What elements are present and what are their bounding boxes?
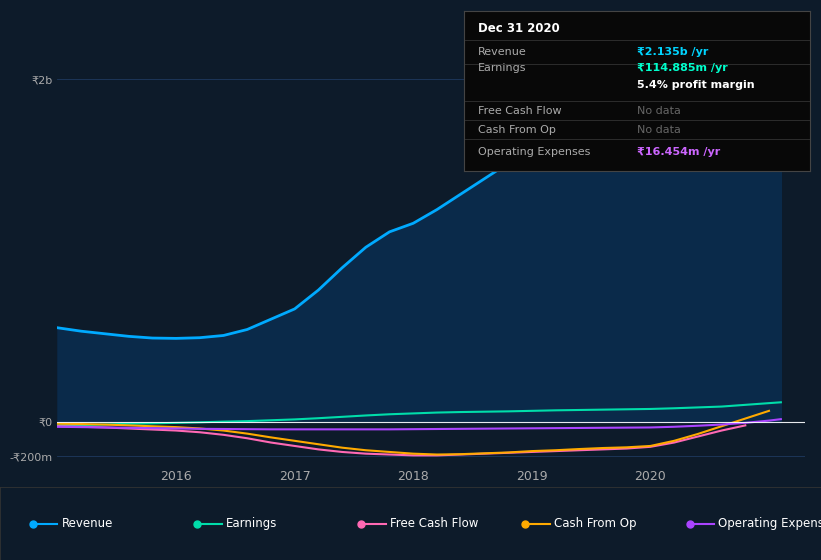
Text: No data: No data xyxy=(637,125,681,135)
Text: ₹114.885m /yr: ₹114.885m /yr xyxy=(637,63,728,73)
Text: 5.4% profit margin: 5.4% profit margin xyxy=(637,81,754,90)
Text: Revenue: Revenue xyxy=(62,517,113,530)
Text: Cash From Op: Cash From Op xyxy=(554,517,636,530)
Text: Cash From Op: Cash From Op xyxy=(478,125,556,135)
Text: Earnings: Earnings xyxy=(226,517,277,530)
Text: No data: No data xyxy=(637,106,681,116)
Text: Dec 31 2020: Dec 31 2020 xyxy=(478,22,559,35)
Text: Earnings: Earnings xyxy=(478,63,526,73)
Text: Free Cash Flow: Free Cash Flow xyxy=(478,106,562,116)
Text: Operating Expenses: Operating Expenses xyxy=(718,517,821,530)
Text: ₹2.135b /yr: ₹2.135b /yr xyxy=(637,47,709,57)
Text: ₹16.454m /yr: ₹16.454m /yr xyxy=(637,147,720,157)
Text: Revenue: Revenue xyxy=(478,47,526,57)
Text: Operating Expenses: Operating Expenses xyxy=(478,147,590,157)
Text: Free Cash Flow: Free Cash Flow xyxy=(390,517,479,530)
